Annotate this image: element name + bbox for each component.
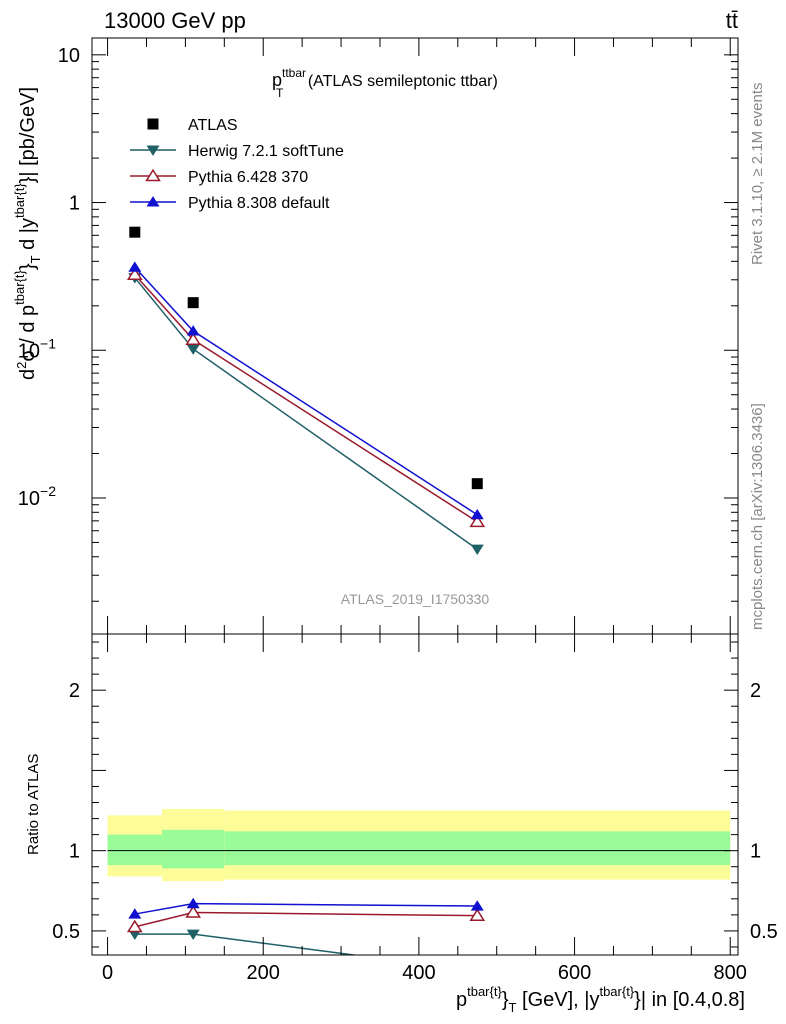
- ratio-ytick-label: 0.5: [52, 921, 80, 943]
- ratio-line: [134, 911, 478, 928]
- ratio-ytick-label: 1: [69, 841, 80, 863]
- data-point: [128, 261, 142, 272]
- legend-label: Herwig 7.2.1 softTune: [188, 143, 344, 160]
- legend-marker: [146, 145, 160, 156]
- ratio-series-group: [126, 897, 486, 955]
- series-3: [128, 261, 484, 520]
- main-ylabel: d2σ / d ptbar{t}}T d |ytbar{t}}| [pb/GeV…: [12, 87, 43, 380]
- xtick-label: 600: [558, 962, 591, 984]
- ratio-series-2: [128, 897, 484, 919]
- ratio-point: [126, 919, 143, 933]
- data-point: [471, 478, 483, 490]
- analysis-watermark: ATLAS_2019_I1750330: [341, 591, 490, 607]
- legend-label: Pythia 6.428 370: [188, 169, 308, 186]
- data-point: [185, 332, 202, 345]
- legend-label: Pythia 8.308 default: [188, 195, 330, 212]
- plot-title: pttbar T (ATLAS semileptonic ttbar): [272, 66, 498, 100]
- data-point: [186, 325, 200, 336]
- ratio-series-1: [126, 905, 486, 933]
- ratio-ylabel: Ratio to ATLAS: [25, 754, 42, 855]
- series-1: [128, 273, 484, 556]
- data-point: [187, 297, 199, 309]
- main-ytick-label: 10: [58, 45, 80, 67]
- collision-label: 13000 GeV pp: [104, 8, 246, 33]
- process-label: tt̄: [726, 8, 738, 33]
- main-ytick-label: 1: [69, 193, 80, 215]
- data-point: [470, 508, 484, 520]
- main-ytick-label: 10−1: [18, 335, 56, 362]
- ratio-inner-band: [224, 831, 731, 866]
- ratio-point: [470, 900, 484, 911]
- main-ytick-label: 10−2: [18, 483, 56, 510]
- legend-marker: [146, 196, 160, 207]
- series-2: [126, 267, 486, 528]
- ratio-line: [134, 902, 478, 915]
- legend-entry: Pythia 8.308 default: [130, 195, 330, 212]
- data-point: [469, 514, 486, 528]
- xtick-label: 400: [402, 962, 435, 984]
- ratio-point: [186, 929, 200, 940]
- legend-entry: Herwig 7.2.1 softTune: [130, 143, 344, 160]
- xtick-label: 800: [714, 962, 747, 984]
- series-line: [134, 266, 478, 516]
- legend-entry: ATLAS: [147, 117, 238, 134]
- ratio-frame: [91, 633, 739, 956]
- xaxis-label: ptbar{t}}T [GeV], |ytbar{t}}| in [0.4,0.…: [456, 984, 745, 1015]
- xtick-label: 0: [102, 962, 113, 984]
- legend-marker: [145, 168, 161, 182]
- data-point: [129, 226, 141, 238]
- ratio-inner-band: [162, 829, 225, 869]
- legend-marker: [147, 118, 159, 130]
- xtick-label: 200: [247, 962, 280, 984]
- ratio-point: [128, 908, 142, 919]
- ratio-point: [469, 908, 486, 921]
- series-line: [134, 274, 478, 523]
- ratio-point: [185, 905, 202, 918]
- ratio-ytick-label: 2: [69, 680, 80, 702]
- series-line: [134, 277, 478, 550]
- ratio-ytick-label-right: 1: [750, 841, 761, 863]
- legend-entry: Pythia 6.428 370: [130, 168, 308, 186]
- ratio-ytick-label-right: 0.5: [750, 921, 778, 943]
- data-point: [186, 344, 200, 355]
- ratio-ytick-label-right: 2: [750, 680, 761, 702]
- ratio-inner-band: [107, 834, 163, 866]
- legend-label: ATLAS: [188, 117, 238, 134]
- data-point: [470, 544, 484, 556]
- ratio-point: [186, 897, 200, 909]
- series-0: [129, 226, 483, 490]
- mcplots-label: mcplots.cern.ch [arXiv:1306.3436]: [749, 403, 766, 630]
- rivet-label: Rivet 3.1.10, ≥ 2.1M events: [749, 83, 766, 266]
- data-point: [126, 267, 143, 280]
